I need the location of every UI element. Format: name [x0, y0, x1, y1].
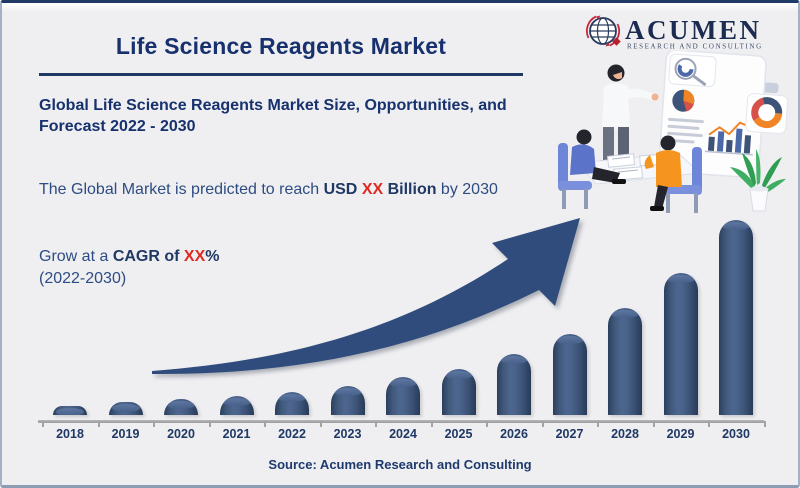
logo-tagline: RESEARCH AND CONSULTING [627, 43, 763, 51]
bar-2019 [108, 402, 143, 415]
x-axis-tick [541, 421, 544, 427]
x-axis-tick [153, 421, 156, 427]
x-axis-tick [763, 421, 766, 427]
bar-2027 [552, 334, 587, 415]
cagr-label: CAGR of [112, 248, 184, 265]
cagr-prefix: Grow at a [39, 248, 113, 265]
x-tick-label-2020: 2020 [167, 427, 195, 441]
source-caption: Source: Acumen Research and Consulting [268, 457, 532, 472]
x-axis-tick [42, 421, 45, 427]
bar-2020 [164, 399, 198, 415]
x-axis-tick [652, 421, 655, 427]
cagr-period: (2022-2030) [39, 269, 127, 287]
x-tick-label-2027: 2027 [555, 427, 584, 441]
cagr-value-placeholder: XX [183, 248, 206, 265]
x-tick-label-2022: 2022 [278, 427, 306, 441]
x-axis-tick [264, 421, 267, 427]
seated-person-right [644, 135, 702, 213]
title-underline [39, 73, 523, 76]
bar-2029 [663, 273, 698, 415]
prediction-suffix: by 2030 [436, 181, 498, 198]
x-tick-label-2025: 2025 [444, 427, 473, 441]
x-tick-label-2026: 2026 [500, 427, 528, 441]
pie-chart-icon [672, 89, 695, 112]
prediction-text: The Global Market is predicted to reach … [39, 179, 509, 201]
x-axis-tick [597, 421, 600, 427]
bar-2022 [275, 392, 309, 415]
x-tick-label-2019: 2019 [111, 427, 140, 441]
x-axis-tick [708, 421, 711, 427]
bar-chart: 2018 2019 2020 2021 2022 2023 2024 2025 2026 2027… [2, 3, 798, 485]
x-axis-tick [486, 421, 489, 427]
bar-2018 [53, 406, 87, 415]
x-axis-tick [430, 421, 433, 427]
presentation-board [658, 51, 789, 179]
prediction-billion: Billion [383, 181, 437, 198]
board-bar-chart-icon [704, 121, 753, 156]
donut-chart-icon [745, 93, 789, 135]
report-subtitle: Global Life Science Reagents Market Size… [39, 97, 507, 136]
cagr-text: Grow at a CAGR of XX% (2022-2030) [39, 246, 509, 289]
x-axis-tick [319, 421, 322, 427]
x-axis-tick [97, 421, 100, 427]
prediction-usd: USD [323, 181, 362, 198]
prediction-prefix: The Global Market is predicted to reach [39, 181, 324, 198]
x-tick-label-2028: 2028 [611, 427, 639, 441]
seated-person-left [558, 129, 626, 209]
x-axis-tick [375, 421, 378, 427]
x-tick-label-2021: 2021 [222, 427, 251, 441]
globe-icon [585, 15, 621, 47]
prediction-value-placeholder: XX [361, 181, 384, 198]
bar-2025 [441, 369, 476, 415]
bar-2030 [719, 220, 753, 415]
acumen-logo: ACUMEN RESEARCH AND CONSULTING [585, 15, 763, 51]
x-axis-line [38, 420, 764, 423]
bar-2026 [497, 354, 531, 415]
x-tick-label-2030: 2030 [722, 427, 750, 441]
board-text-lines [666, 117, 704, 144]
bar-2023 [330, 386, 365, 415]
logo-wordmark: ACUMEN [625, 15, 762, 45]
x-tick-label-2024: 2024 [389, 427, 417, 441]
x-axis-tick [208, 421, 211, 427]
bar-2021 [219, 396, 254, 415]
team-analytics-illustration [558, 51, 789, 213]
bar-2028 [608, 308, 642, 415]
page-title: Life Science Reagents Market [115, 33, 447, 59]
magnifier-chart-icon [668, 53, 717, 88]
x-tick-label-2029: 2029 [666, 427, 695, 441]
x-tick-label-2023: 2023 [333, 427, 362, 441]
plant-icon [730, 149, 786, 212]
x-tick-label-2018: 2018 [56, 427, 84, 441]
cagr-percent-sign: % [205, 248, 220, 265]
bar-2024 [386, 377, 420, 415]
